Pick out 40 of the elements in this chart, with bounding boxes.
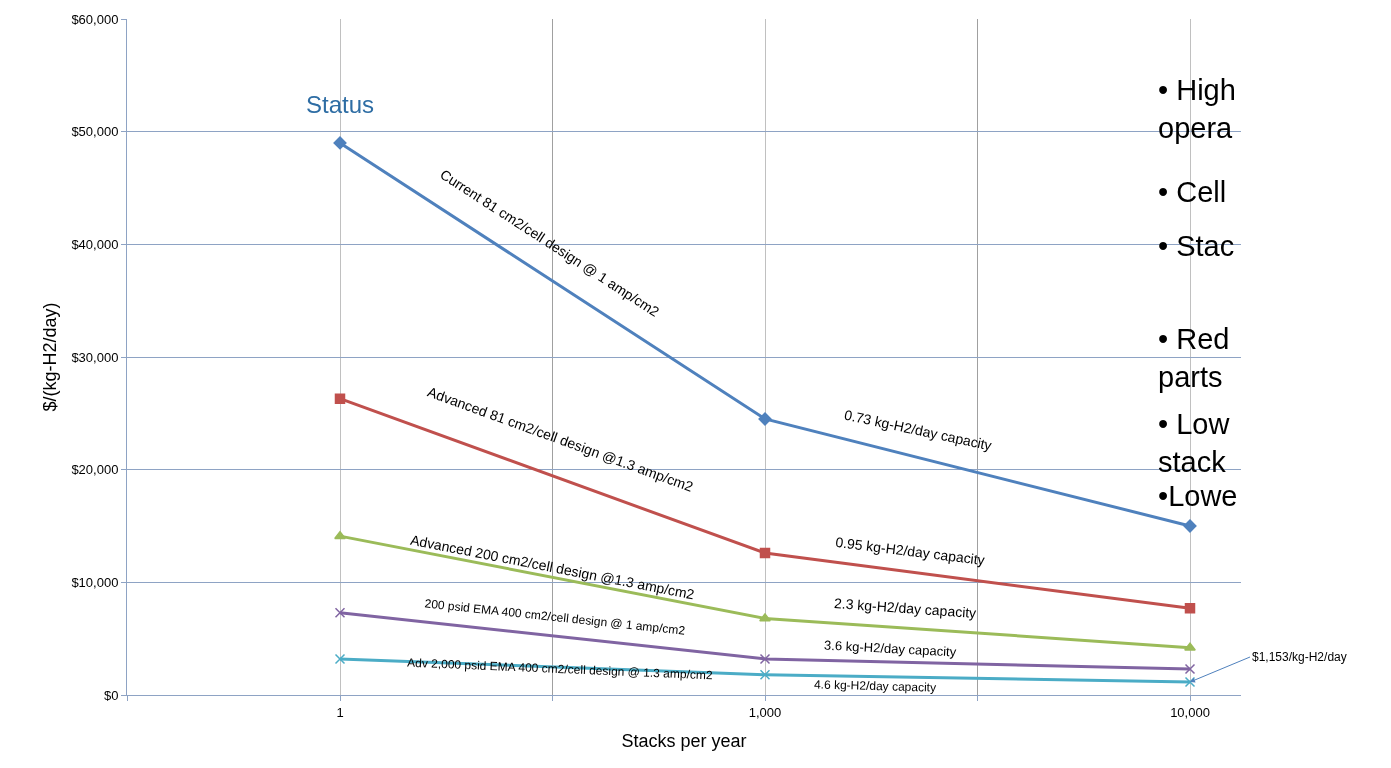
point bbox=[334, 653, 346, 665]
annotation: • Stac bbox=[1158, 230, 1235, 262]
point bbox=[1184, 663, 1196, 675]
y-tick-label: $0 bbox=[103, 687, 119, 703]
x-tick-label: 1,000 bbox=[748, 704, 782, 720]
y-tick-label: $50,000 bbox=[71, 124, 119, 140]
annotation: $1,153/kg-H2/day bbox=[1252, 650, 1347, 664]
x-axis-title: Stacks per year bbox=[621, 730, 747, 751]
annotation: 4.6 kg-H2/day capacity bbox=[813, 677, 937, 695]
point bbox=[758, 412, 772, 426]
annotation: • Low stack bbox=[1158, 408, 1231, 478]
annotation: 2.3 kg-H2/day capacity bbox=[833, 595, 977, 621]
annotation: • High opera bbox=[1158, 74, 1236, 144]
point bbox=[1183, 519, 1197, 533]
annotation: 0.95 kg-H2/day capacity bbox=[834, 533, 986, 569]
point bbox=[759, 613, 771, 622]
annotation: Status bbox=[306, 91, 375, 118]
point bbox=[334, 607, 346, 618]
series-label: Adv 2,000 psid EMA 400 cm2/cell design @ 1.3 amp/cm2 bbox=[406, 655, 714, 683]
point bbox=[759, 669, 771, 680]
point bbox=[334, 530, 346, 540]
point bbox=[759, 547, 771, 559]
y-tick-label: $40,000 bbox=[71, 236, 119, 252]
y-axis-title: $/(kg-H2/day) bbox=[39, 302, 60, 412]
y-tick-label: $60,000 bbox=[71, 11, 119, 27]
annotation: • Red parts bbox=[1158, 323, 1230, 393]
x-tick-label: 1 bbox=[336, 704, 344, 720]
point bbox=[1184, 676, 1196, 688]
point bbox=[759, 653, 771, 665]
annotation: • Cell bbox=[1158, 176, 1227, 208]
y-tick-label: $30,000 bbox=[71, 349, 119, 365]
annotation: •Lowe bbox=[1158, 480, 1238, 512]
y-tick-label: $10,000 bbox=[71, 574, 119, 590]
point bbox=[334, 393, 346, 404]
point bbox=[1184, 603, 1196, 614]
y-tick-label: $20,000 bbox=[71, 462, 119, 478]
point bbox=[333, 136, 347, 150]
point bbox=[1184, 642, 1196, 651]
annotation: 3.6 kg-H2/day capacity bbox=[823, 637, 958, 660]
x-tick-label: 10,000 bbox=[1170, 704, 1210, 720]
